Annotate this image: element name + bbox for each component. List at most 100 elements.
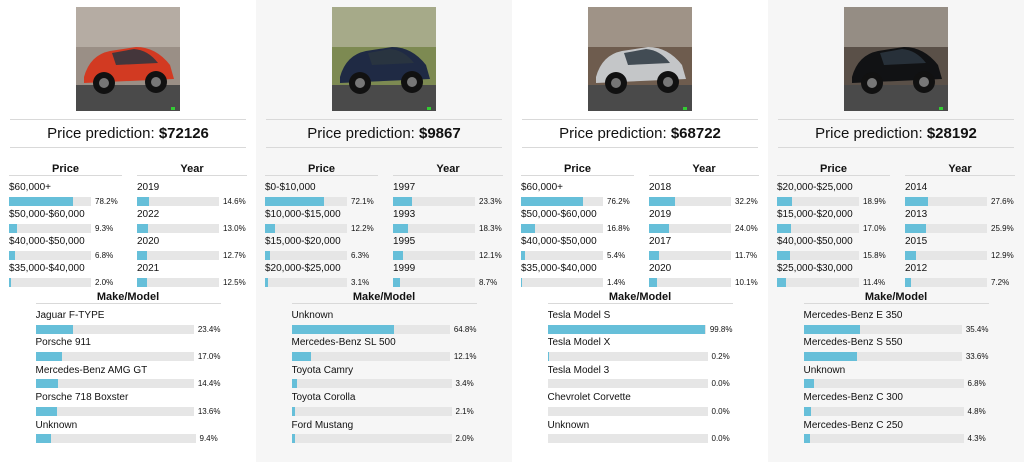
year-row-label: 2017 (649, 236, 672, 247)
year-row: 2019 14.6% (137, 176, 247, 206)
probability-bar-fill (35, 406, 58, 416)
price-column: Price $20,000-$25,000 18.9% $15,000-$20,000… (777, 162, 890, 287)
make-model-row-label: Toyota Corolla (291, 392, 356, 404)
year-row-percent: 12.5% (223, 277, 246, 287)
make-model-row: Ford Mustang 2.0% (291, 414, 477, 444)
year-row-label: 2022 (137, 209, 160, 220)
price-row: $25,000-$30,000 11.4% (777, 257, 890, 287)
year-row-bar: 25.9% (905, 223, 1015, 233)
price-row: $10,000-$15,000 12.2% (265, 203, 378, 233)
probability-bar-fill (9, 223, 17, 233)
probability-bar-fill (905, 250, 916, 260)
probability-bar-fill (35, 351, 63, 361)
make-model-row: Mercedes-Benz SL 500 12.1% (291, 331, 477, 361)
make-model-row-bar: 13.6% (35, 406, 221, 416)
probability-bar-fill (393, 277, 401, 287)
probability-bar-track (649, 277, 731, 287)
year-row-label: 2020 (649, 263, 672, 274)
make-model-row-bar: 2.1% (291, 406, 477, 416)
make-model-row-percent: 13.6% (197, 406, 221, 416)
make-model-row-bar: 4.3% (803, 434, 989, 444)
probability-bar-fill (393, 250, 403, 260)
price-row-percent: 16.8% (607, 223, 630, 233)
price-prediction-value: $28192 (926, 125, 977, 142)
probability-bar-track (137, 196, 219, 206)
make-model-row: Mercedes-Benz C 250 4.3% (803, 414, 989, 444)
probability-bar-track (137, 250, 219, 260)
probability-bar-track (905, 277, 987, 287)
probability-bar-track (649, 196, 731, 206)
year-header: Year (649, 162, 759, 176)
make-model-row: Porsche 911 17.0% (35, 331, 221, 361)
probability-bar-fill (9, 250, 15, 260)
year-row-bar: 12.5% (137, 277, 247, 287)
year-row-label: 2021 (137, 263, 160, 274)
make-model-row-label: Unknown (35, 419, 78, 431)
year-row: 2017 11.7% (649, 230, 759, 260)
probability-bar-track (803, 324, 962, 334)
probability-bar-fill (777, 223, 791, 233)
make-model-row-bar: 0.0% (547, 434, 733, 444)
year-row-bar: 27.6% (905, 196, 1015, 206)
make-model-row-label: Chevrolet Corvette (547, 392, 631, 404)
make-model-row: Mercedes-Benz S 550 33.6% (803, 331, 989, 361)
make-model-row-percent: 35.4% (965, 324, 989, 334)
make-model-row-label: Jaguar F-TYPE (35, 310, 105, 321)
year-row-label: 2020 (137, 236, 160, 247)
probability-bar-track (521, 250, 603, 260)
make-model-row-percent: 9.4% (199, 434, 218, 444)
probability-bar-track (521, 277, 603, 287)
price-column: Price $60,000+ 78.2% $50,000-$60,000 9.3% $40… (9, 162, 122, 287)
year-row-label: 2013 (905, 209, 928, 220)
probability-bar-track (521, 223, 603, 233)
price-row-bar: 6.3% (265, 250, 378, 260)
make-model-header: Make/Model (547, 290, 733, 304)
make-model-row-bar: 17.0% (35, 351, 221, 361)
probability-bar-track (777, 250, 859, 260)
price-row: $35,000-$40,000 1.4% (521, 257, 634, 287)
make-model-row-label: Unknown (803, 364, 846, 376)
make-model-row-label: Tesla Model S (547, 310, 611, 321)
make-model-column: Make/Model Tesla Model S 99.8% Tesla Model … (547, 290, 733, 444)
price-row: $40,000-$50,000 5.4% (521, 230, 634, 260)
probability-bar-track (265, 277, 347, 287)
make-model-row-bar: 99.8% (547, 324, 733, 334)
year-row-percent: 18.3% (479, 223, 502, 233)
make-model-row: Tesla Model X 0.2% (547, 331, 733, 361)
make-model-row-percent: 0.0% (711, 379, 730, 389)
probability-bar-fill (291, 324, 395, 334)
make-model-row-label: Mercedes-Benz AMG GT (35, 364, 148, 376)
probability-bar-track (35, 406, 194, 416)
price-header: Price (777, 162, 890, 176)
make-model-row-percent: 0.0% (711, 406, 730, 416)
price-prediction-value: $72126 (158, 125, 209, 142)
probability-bar-fill (35, 324, 73, 334)
probability-bar-fill (649, 277, 658, 287)
year-row-bar: 7.2% (905, 277, 1015, 287)
probability-bar-fill (265, 277, 268, 287)
make-model-row: Porsche 718 Boxster 13.6% (35, 386, 221, 416)
probability-bar-track (35, 324, 194, 334)
make-model-row-label: Porsche 718 Boxster (35, 392, 129, 404)
year-row-label: 1997 (393, 182, 416, 193)
make-model-row-label: Mercedes-Benz C 300 (803, 392, 904, 404)
year-row: 2018 32.2% (649, 176, 759, 206)
make-model-row: Unknown 0.0% (547, 414, 733, 444)
price-row: $50,000-$60,000 9.3% (9, 203, 122, 233)
year-column: Year 2018 32.2% 2019 24.0% 2017 11.7% 2020 10.1% (649, 162, 759, 287)
price-row: $60,000+ 76.2% (521, 176, 634, 206)
probability-bar-fill (9, 277, 11, 287)
price-row-label: $15,000-$20,000 (265, 236, 341, 247)
probability-bar-track (547, 379, 708, 389)
make-model-row: Toyota Corolla 2.1% (291, 386, 477, 416)
year-row-percent: 27.6% (991, 196, 1014, 206)
year-header: Year (393, 162, 503, 176)
probability-bar-track (905, 250, 987, 260)
make-model-row-percent: 99.8% (709, 324, 733, 334)
divider (266, 147, 502, 148)
probability-bar-fill (803, 406, 812, 416)
divider (266, 119, 502, 120)
make-model-row-label: Ford Mustang (291, 419, 354, 431)
probability-bar-track (291, 406, 452, 416)
make-model-row-bar: 6.8% (803, 379, 989, 389)
